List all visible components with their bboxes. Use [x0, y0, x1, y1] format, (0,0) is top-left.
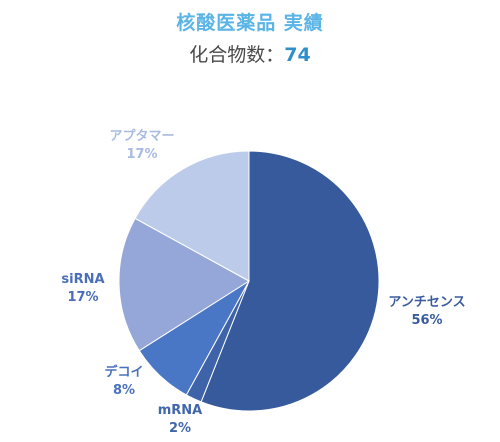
- slice-label-4: アプタマー 17%: [109, 129, 174, 162]
- pie-slice-4: [134, 150, 250, 282]
- slice-name: アンチセンス: [388, 295, 465, 310]
- chart-subtitle: 化合物数：74: [0, 40, 500, 67]
- slice-percent: 17%: [67, 290, 98, 305]
- subtitle-prefix: 化合物数：: [189, 44, 285, 66]
- slice-name: デコイ: [104, 364, 143, 380]
- pie-slice-3: [118, 217, 250, 352]
- slice-label-0: アンチセンス 56%: [388, 295, 465, 328]
- slice-percent: 17%: [126, 147, 157, 162]
- compound-count: 74: [284, 44, 311, 66]
- slice-percent: 8%: [113, 383, 135, 398]
- slice-percent: 2%: [169, 421, 191, 436]
- slice-label-1: mRNA 2%: [158, 403, 203, 436]
- chart-title: 核酸医薬品 実績: [176, 12, 324, 34]
- slice-name: アプタマー: [109, 129, 174, 144]
- slice-label-2: デコイ 8%: [104, 364, 143, 398]
- pie-slice-0: [200, 150, 380, 412]
- slice-name: mRNA: [158, 403, 203, 418]
- slice-percent: 56%: [411, 313, 442, 328]
- slice-name: siRNA: [61, 272, 104, 287]
- slice-label-3: siRNA 17%: [61, 272, 104, 305]
